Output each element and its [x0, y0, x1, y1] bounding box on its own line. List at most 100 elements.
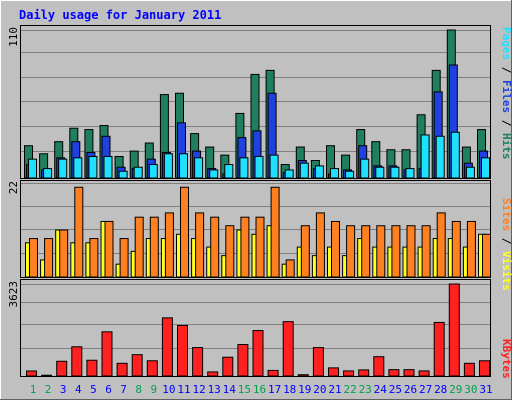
pages-bar-fill	[345, 170, 355, 179]
pages-bar-fill	[224, 164, 234, 179]
kbytes-bar	[358, 369, 370, 377]
sites-bar-fill	[300, 225, 310, 278]
pages-bar-fill	[481, 157, 490, 179]
kbytes-bar-fill	[41, 374, 53, 377]
pages-bar-fill	[103, 155, 113, 179]
kbytes-bar	[312, 347, 324, 377]
kbytes-panel-legend: KBytes	[500, 339, 512, 379]
hits-max-label: 110	[7, 27, 20, 47]
pages-bar	[360, 158, 370, 179]
pages-bar	[88, 155, 98, 179]
kbytes-bar	[26, 370, 37, 377]
day-label: 28	[434, 383, 447, 396]
sites-bar	[104, 220, 114, 278]
kbytes-bar-fill	[448, 283, 460, 377]
kbytes-bar	[41, 374, 53, 377]
kbytes-bar-fill	[373, 356, 385, 377]
day-label: 2	[45, 383, 52, 396]
sites-bar	[361, 225, 371, 278]
sites-bar	[180, 186, 189, 278]
sites-bar-fill	[346, 225, 356, 278]
visits-max-label: 22	[7, 181, 20, 194]
sites-bar-fill	[225, 225, 235, 278]
kbytes-bar-fill	[161, 317, 173, 377]
kbytes-bar	[433, 321, 445, 377]
kbytes-bar-fill	[343, 370, 355, 377]
pages-bar	[345, 170, 355, 179]
kbytes-bar-fill	[86, 359, 98, 377]
kbytes-bar-fill	[192, 347, 204, 377]
visits-panel-legend: Sites / Visits	[500, 198, 512, 291]
sites-bar	[346, 225, 356, 278]
pages-bar-fill	[194, 157, 204, 179]
kbytes-bar-fill	[433, 321, 445, 377]
day-label: 8	[135, 383, 142, 396]
kbytes-bar-fill	[463, 362, 475, 377]
pages-bar-fill	[28, 158, 37, 179]
legend-separator: /	[500, 113, 512, 133]
kbytes-bar-fill	[146, 360, 158, 377]
kbytes-bar	[161, 317, 173, 377]
sites-bar	[315, 212, 325, 278]
kbytes-bar	[222, 356, 234, 377]
pages-bar-fill	[179, 153, 188, 179]
kbytes-bar-fill	[207, 371, 219, 377]
sites-bar	[376, 225, 386, 278]
pages-bar	[133, 166, 143, 179]
sites-bar-fill	[44, 238, 54, 278]
sites-bar	[119, 238, 129, 278]
kbytes-bar	[448, 283, 460, 377]
kbytes-bar-fill	[403, 369, 415, 377]
day-label: 12	[192, 383, 205, 396]
day-label: 18	[283, 383, 296, 396]
sites-bar-fill	[164, 212, 174, 278]
legend-kbytes: KBytes	[500, 339, 512, 379]
kbytes-bar-fill	[101, 331, 113, 377]
sites-bar-fill	[255, 216, 265, 278]
pages-bar	[179, 153, 188, 179]
pages-bar	[405, 168, 415, 179]
day-label: 15	[238, 383, 251, 396]
pages-bar	[209, 169, 219, 179]
pages-bar-fill	[73, 157, 83, 179]
sites-bar	[300, 225, 310, 278]
sites-bar	[149, 216, 159, 278]
kbytes-bar	[116, 362, 128, 377]
pages-bar	[194, 157, 204, 179]
pages-bar	[239, 157, 249, 179]
sites-bar	[210, 216, 220, 278]
day-label: 19	[298, 383, 311, 396]
sites-bar	[331, 220, 340, 278]
kbytes-bar	[237, 344, 249, 377]
pages-bar-fill	[465, 166, 475, 179]
pages-bar-fill	[239, 157, 249, 179]
sites-bar-fill	[361, 225, 371, 278]
pages-bar-fill	[88, 155, 98, 179]
kbytes-bar	[403, 369, 415, 377]
kbytes-bar	[418, 370, 430, 377]
pages-bar-fill	[435, 135, 445, 179]
kbytes-bar	[297, 374, 309, 377]
pages-bar	[103, 155, 113, 179]
sites-bar-fill	[331, 220, 340, 278]
sites-bar-fill	[285, 259, 295, 278]
kbytes-bar	[373, 356, 385, 377]
sites-bar	[285, 259, 295, 278]
pages-bar	[465, 166, 475, 179]
sites-bar-fill	[466, 220, 476, 278]
day-label: 6	[105, 383, 112, 396]
kbytes-bar-fill	[252, 330, 264, 377]
sites-bar-fill	[89, 238, 99, 278]
pages-bar-fill	[330, 168, 339, 179]
sites-bar	[436, 212, 446, 278]
sites-bar-fill	[451, 220, 461, 278]
sites-bar	[89, 238, 99, 278]
pages-bar	[148, 164, 158, 179]
sites-bar-fill	[134, 216, 144, 278]
legend-hits: Hits	[500, 133, 512, 160]
sites-bar-fill	[482, 233, 491, 278]
sites-bar	[391, 225, 401, 278]
pages-bar-fill	[269, 154, 279, 179]
